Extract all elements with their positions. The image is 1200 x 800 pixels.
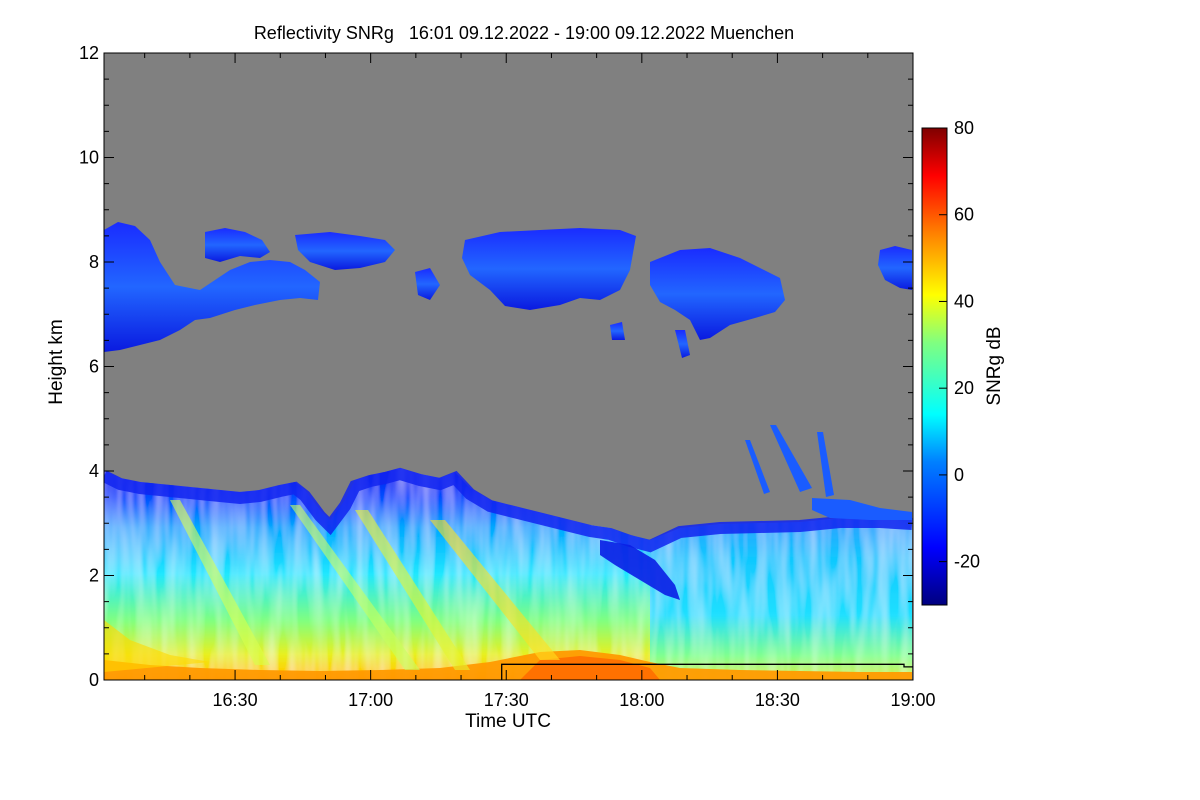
upper-cloud-fragment — [415, 268, 440, 300]
colorbar — [921, 127, 948, 606]
upper-cloud-cell — [205, 228, 270, 262]
x-tick-label: 17:00 — [348, 690, 393, 710]
mid-streak — [817, 432, 834, 497]
upper-cloud-cell — [295, 232, 395, 270]
colorbar-tick-label: -20 — [954, 552, 980, 572]
fall-streak — [355, 510, 470, 670]
upper-cloud-left — [104, 222, 320, 352]
y-tick-label: 10 — [79, 148, 99, 168]
mid-streak — [745, 440, 770, 494]
upper-cloud-fragment — [675, 330, 690, 358]
y-tick-label: 12 — [79, 43, 99, 63]
y-tick-label: 4 — [89, 461, 99, 481]
lower-layer-top-rim — [104, 467, 913, 553]
y-tick-label: 2 — [89, 566, 99, 586]
colorbar-tick-label: 0 — [954, 465, 964, 485]
surface-strong-echo — [104, 650, 912, 680]
dark-echo-patch — [600, 540, 680, 600]
mid-level-streaks — [745, 425, 912, 520]
fall-streaks — [170, 500, 560, 670]
y-tick-label: 8 — [89, 252, 99, 272]
colorbar-tick-label: 80 — [954, 118, 974, 138]
upper-cloud-fragment — [610, 322, 625, 340]
upper-cloud-cell — [650, 248, 785, 340]
colorbar-tick-label: 20 — [954, 378, 974, 398]
mid-streak — [812, 498, 912, 520]
y-tick-label: 0 — [89, 670, 99, 690]
fall-streak — [290, 505, 420, 670]
y-axis: 0 2 4 6 8 10 12 — [79, 43, 913, 690]
x-tick-label: 17:30 — [484, 690, 529, 710]
mid-streak — [770, 425, 812, 492]
lower-layer-right — [650, 518, 912, 680]
colorbar-ticks: -20 0 20 40 60 80 — [939, 118, 980, 572]
fall-streak — [430, 520, 560, 660]
x-tick-label: 16:30 — [213, 690, 258, 710]
surface-outline-line — [501, 663, 913, 680]
plot-area — [104, 53, 913, 680]
colorbar-tick-label: 60 — [954, 205, 974, 225]
fall-streak — [170, 500, 270, 665]
surface-orange-core — [520, 656, 660, 680]
x-axis-label: Time UTC — [465, 711, 551, 732]
lower-left-warm — [104, 620, 210, 680]
colorbar-tick-label: 40 — [954, 291, 974, 311]
colorbar-label: SNRg dB — [984, 326, 1005, 405]
chart-title: Reflectivity SNRg 16:01 09.12.2022 - 19:… — [254, 23, 794, 43]
y-axis-label: Height km — [46, 319, 67, 405]
x-tick-label: 18:00 — [619, 690, 664, 710]
upper-cloud-cell — [462, 228, 636, 310]
x-tick-label: 19:00 — [890, 690, 935, 710]
x-tick-label: 18:30 — [755, 690, 800, 710]
y-tick-label: 6 — [89, 357, 99, 377]
upper-cloud-layer — [104, 222, 912, 358]
upper-cloud-cell — [878, 246, 912, 290]
x-axis: 16:30 17:00 17:30 18:00 18:30 19:00 — [144, 53, 936, 710]
